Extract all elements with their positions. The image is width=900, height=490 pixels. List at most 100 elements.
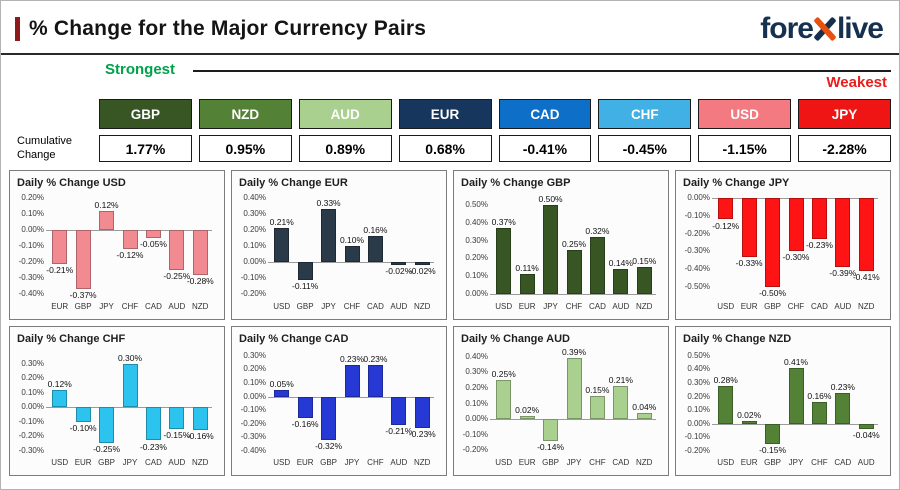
chart-title-CAD: Daily % Change CAD (239, 333, 349, 345)
bar-label-AUD: 0.14% (608, 258, 633, 268)
y-axis-tick: 0.20% (243, 364, 266, 374)
x-axis-label: USD (495, 302, 513, 311)
page-title: % Change for the Major Currency Pairs (29, 17, 427, 40)
y-axis-tick: -0.10% (462, 429, 488, 439)
x-axis-label: JPY (99, 302, 114, 311)
x-axis-label: CAD (144, 302, 162, 311)
bar-label-GBP: -0.25% (93, 444, 121, 455)
x-axis-label: AUD (834, 302, 852, 311)
x-axis-label: EUR (296, 458, 314, 467)
x-axis-label: EUR (518, 458, 536, 467)
y-axis-tick: 0.20% (687, 391, 710, 401)
currency-box-USD: USD (698, 99, 792, 129)
y-axis-tick: 0.00% (243, 391, 266, 401)
x-axis-label: GBP (542, 458, 559, 467)
bar-label-EUR: -0.16% (291, 419, 319, 430)
bar-CAD (145, 407, 161, 441)
y-axis-tick: -0.40% (684, 263, 710, 273)
bar-label-JPY: 0.12% (94, 199, 119, 210)
y-axis-tick: 0.50% (465, 200, 488, 210)
chart-title-EUR: Daily % Change EUR (239, 177, 348, 189)
bar-label-CAD: 0.23% (830, 381, 855, 392)
y-axis-tick: -0.20% (684, 228, 710, 238)
x-axis-label: EUR (51, 302, 69, 311)
bar-CHF (122, 229, 138, 250)
chart-title-AUD: Daily % Change AUD (461, 333, 571, 345)
x-axis-label: USD (51, 458, 69, 467)
y-axis-tick: -0.10% (240, 273, 266, 283)
y-axis-tick: 0.00% (21, 224, 44, 234)
x-axis-label: JPY (566, 458, 582, 467)
bar-label-NZD: -0.02% (408, 266, 436, 277)
title-wrap: % Change for the Major Currency Pairs (15, 17, 426, 41)
zero-axis-line (46, 407, 212, 409)
x-axis-label: NZD (636, 302, 653, 311)
cumulative-value-GBP: 1.77% (99, 135, 192, 162)
logo-x-icon (813, 15, 837, 43)
x-axis-label: CHF (343, 302, 361, 311)
bar-label-USD: 0.21% (269, 217, 294, 228)
y-axis-tick: -0.30% (684, 246, 710, 256)
chart-panel-JPY: Daily % Change JPY 0.00% -0.10% -0.20% -0.30… (675, 170, 891, 320)
chart-panel-USD: Daily % Change USD 0.20% 0.10% 0.00% -0.10% -… (9, 170, 225, 320)
y-axis-tick: -0.10% (18, 416, 44, 426)
bar-JPY (321, 209, 337, 263)
x-axis-label: CHF (121, 302, 139, 311)
bar-JPY (99, 210, 115, 230)
y-axis-tick: 0.00% (21, 402, 44, 412)
y-axis-tick: -0.50% (684, 281, 710, 291)
bar-label-USD: 0.05% (269, 378, 294, 389)
y-axis-tick: 0.20% (465, 382, 488, 392)
currency-strength-row: GBP NZD AUD EUR CAD CHF USD JPY (99, 99, 891, 129)
x-axis-label: NZD (192, 458, 209, 467)
bar-EUR (741, 421, 757, 424)
x-axis-label: CHF (565, 302, 583, 311)
y-axis-tick: 0.10% (243, 241, 266, 250)
cumulative-value-AUD: 0.89% (298, 135, 392, 162)
bar-label-EUR: -0.21% (46, 264, 74, 275)
chart-title-NZD: Daily % Change NZD (683, 333, 792, 345)
plot-area-AUD: 0.40% 0.30% 0.20% 0.10% 0.00% -0.10% -0.20% 0.2… (463, 348, 657, 455)
cumulative-value-JPY: -2.28% (798, 135, 891, 162)
bar-CHF (566, 249, 582, 294)
bar-CAD (613, 386, 629, 420)
bar-label-CHF: 0.15% (585, 384, 610, 395)
bar-label-GBP: -0.15% (759, 445, 787, 456)
x-axis-label: CAD (366, 302, 384, 311)
bar-AUD (835, 198, 851, 268)
x-axis-label: USD (495, 458, 513, 467)
y-axis-tick: 0.40% (243, 192, 266, 202)
y-axis-tick: -0.40% (18, 289, 44, 299)
bar-label-CAD: -0.05% (139, 239, 167, 249)
chart-title-GBP: Daily % Change GBP (461, 177, 571, 189)
bar-USD (274, 228, 290, 262)
zero-axis-line (490, 293, 656, 295)
bar-CAD (835, 392, 851, 424)
zero-axis-line (268, 262, 434, 264)
x-axis-label: JPY (344, 458, 360, 467)
bar-label-EUR: -0.10% (69, 422, 97, 433)
bar-label-NZD: -0.16% (186, 431, 214, 442)
x-axis-NZD: USD EUR GBP JPY CHF CAD AUD (714, 458, 878, 467)
x-axis-label: CHF (367, 458, 384, 467)
x-axis-label: USD (717, 302, 735, 311)
plot-area-EUR: 0.40% 0.30% 0.20% 0.10% 0.00% -0.10% -0.20% 0.2… (241, 193, 436, 299)
bar-USD (52, 389, 68, 408)
bar-label-CAD: -0.23% (139, 441, 167, 452)
x-axis-label: GBP (764, 458, 781, 467)
y-axis-tick: 0.10% (465, 398, 488, 408)
bar-label-NZD: -0.28% (186, 275, 214, 286)
bar-label-AUD: -0.21% (385, 426, 413, 437)
bar-CAD (811, 198, 827, 239)
bar-CAD (589, 237, 605, 294)
x-axis-label: CAD (612, 458, 630, 467)
zero-axis-line (712, 423, 878, 425)
logo-text-prefix: fore (760, 12, 814, 45)
y-axis-tick: 0.20% (21, 373, 44, 383)
cumulative-value-EUR: 0.68% (398, 135, 492, 162)
bar-JPY (566, 358, 582, 420)
bar-NZD (636, 267, 652, 294)
bar-USD (718, 198, 734, 220)
y-axis-tick: 0.10% (21, 387, 44, 397)
bar-label-GBP: -0.32% (315, 441, 343, 452)
